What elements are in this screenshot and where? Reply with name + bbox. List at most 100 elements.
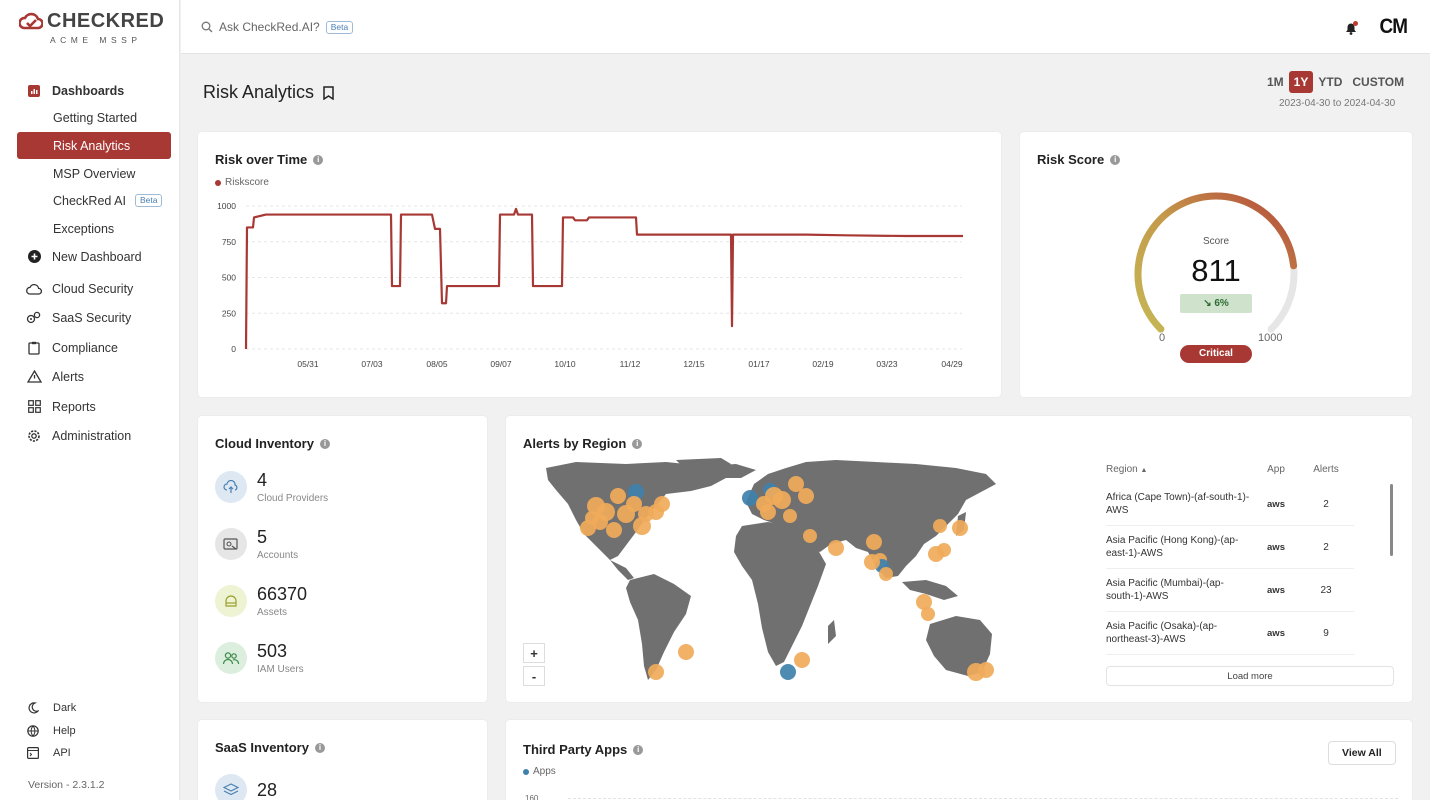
region-marker[interactable] [760,504,776,520]
nav-risk-analytics[interactable]: Risk Analytics [17,132,171,159]
inventory-assets[interactable]: 66370 Assets [215,584,307,618]
info-icon[interactable]: i [314,742,325,753]
table-scrollbar[interactable] [1390,484,1393,556]
region-marker[interactable] [866,534,882,550]
region-marker[interactable] [798,488,814,504]
bookmark-icon[interactable] [323,85,334,100]
nav-getting-started[interactable]: Getting Started [17,104,171,131]
checkred-logo-icon [19,12,43,29]
map-zoom-in-button[interactable]: + [523,643,545,663]
riskscore-line[interactable] [244,207,963,350]
nav-new-dashboard[interactable]: New Dashboard [17,243,171,270]
region-marker[interactable] [773,491,791,509]
risk-score-card: Risk Score i Score 811 ↘ 6% 0 1000 Critic… [1020,132,1412,397]
info-icon[interactable]: i [632,438,643,449]
x-tick-label: 12/15 [683,359,705,369]
inventory-accounts[interactable]: 5 Accounts [215,527,298,561]
plus-circle-icon [26,249,42,265]
nav-administration[interactable]: Administration [17,422,171,449]
region-marker[interactable] [610,488,626,504]
region-marker[interactable] [788,476,804,492]
region-marker[interactable] [633,517,651,535]
region-marker[interactable] [678,644,694,660]
bell-icon [1346,21,1358,35]
nav-exceptions[interactable]: Exceptions [17,215,171,242]
nav-reports[interactable]: Reports [17,393,171,420]
region-marker[interactable] [742,490,758,506]
region-marker[interactable] [794,652,810,668]
region-marker[interactable] [803,529,817,543]
legend-dot [215,179,221,186]
nav-cloud-security[interactable]: Cloud Security [17,275,171,302]
date-range-selector: 1M 1Y YTD CUSTOM [1262,71,1409,93]
map-zoom-out-button[interactable]: - [523,666,545,686]
inventory-saas-providers[interactable]: 28 [215,774,277,800]
region-marker[interactable] [783,509,797,523]
range-ytd[interactable]: YTD [1318,75,1343,89]
region-marker[interactable] [933,519,947,533]
table-row[interactable]: Africa (Cape Town)-(af-south-1)-AWS aws 2 [1106,483,1354,526]
apps-legend[interactable]: Apps [523,766,556,777]
nav-saas-security[interactable]: SaaS Security [17,304,171,331]
region-marker[interactable] [585,511,599,525]
load-more-button[interactable]: Load more [1106,666,1394,686]
range-custom[interactable]: CUSTOM [1352,75,1405,89]
ai-search[interactable]: Ask CheckRed.AI? Beta [201,20,354,34]
table-row[interactable]: Asia Pacific (Hong Kong)-(ap-east-1)-AWS… [1106,526,1354,569]
region-marker[interactable] [978,662,994,678]
view-all-button[interactable]: View All [1328,741,1396,765]
nav-dashboards[interactable]: Dashboards [17,77,171,104]
asset-icon [215,585,247,617]
range-1m[interactable]: 1M [1267,75,1284,89]
region-marker[interactable] [626,496,642,512]
dark-mode-toggle[interactable]: Dark [27,702,76,714]
nav-label: Getting Started [53,110,138,125]
region-marker[interactable] [628,484,644,500]
region-marker[interactable] [937,543,951,557]
info-icon[interactable]: i [313,154,324,165]
sort-asc-icon: ▲ [1140,466,1148,474]
nav-alerts[interactable]: Alerts [17,363,171,390]
info-icon[interactable]: i [633,744,644,755]
inventory-cloud-providers[interactable]: 4 Cloud Providers [215,470,328,504]
table-row[interactable]: Asia Pacific (Osaka)-(ap-northeast-3)-AW… [1106,612,1354,655]
region-marker[interactable] [879,567,893,581]
region-marker[interactable] [654,496,670,512]
x-tick-label: 01/17 [748,359,770,369]
chart-legend[interactable]: Riskscore [215,177,269,188]
x-tick-label: 03/23 [876,359,898,369]
region-marker[interactable] [864,554,880,570]
notification-bell[interactable] [1343,20,1359,41]
gauge-min: 0 [1159,332,1166,344]
region-marker[interactable] [916,594,932,610]
logo[interactable]: CHECKRED ACME MSSP [19,10,164,45]
nav-msp-overview[interactable]: MSP Overview [17,160,171,187]
info-icon[interactable]: i [319,438,330,449]
region-cell: Asia Pacific (Hong Kong)-(ap-east-1)-AWS [1106,535,1239,559]
inventory-iam-users[interactable]: 503 IAM Users [215,641,304,675]
range-1y[interactable]: 1Y [1288,71,1314,93]
alerts-by-region-card: Alerts by Region i + - Region ▲ App Alert… [506,416,1412,702]
table-row[interactable]: Asia Pacific (Mumbai)-(ap-south-1)-AWS aw… [1106,569,1354,612]
moon-icon [27,702,41,714]
region-marker[interactable] [606,522,622,538]
risk-chart[interactable]: 0 250 500 750 1000 05/31 07/03 08/05 09/07 10/10 1… [198,132,1001,397]
region-marker[interactable] [828,540,844,556]
column-header-region[interactable]: Region ▲ [1106,463,1251,477]
info-icon[interactable]: i [1110,154,1121,165]
world-map[interactable] [506,456,1066,696]
region-marker[interactable] [952,520,968,536]
region-marker[interactable] [780,664,796,680]
region-marker[interactable] [921,607,935,621]
help-link[interactable]: Help [27,725,76,737]
region-marker[interactable] [648,664,664,680]
nav-compliance[interactable]: Compliance [17,334,171,361]
x-tick-label: 05/31 [297,359,319,369]
nav-label: SaaS Security [52,310,132,325]
column-header-alerts: Alerts [1313,464,1339,475]
api-link[interactable]: API [27,747,71,759]
inventory-value: 28 [257,779,278,800]
user-avatar[interactable]: CM [1379,15,1408,38]
beta-badge: Beta [325,20,354,34]
nav-checkred-ai[interactable]: CheckRed AI Beta [17,187,171,214]
